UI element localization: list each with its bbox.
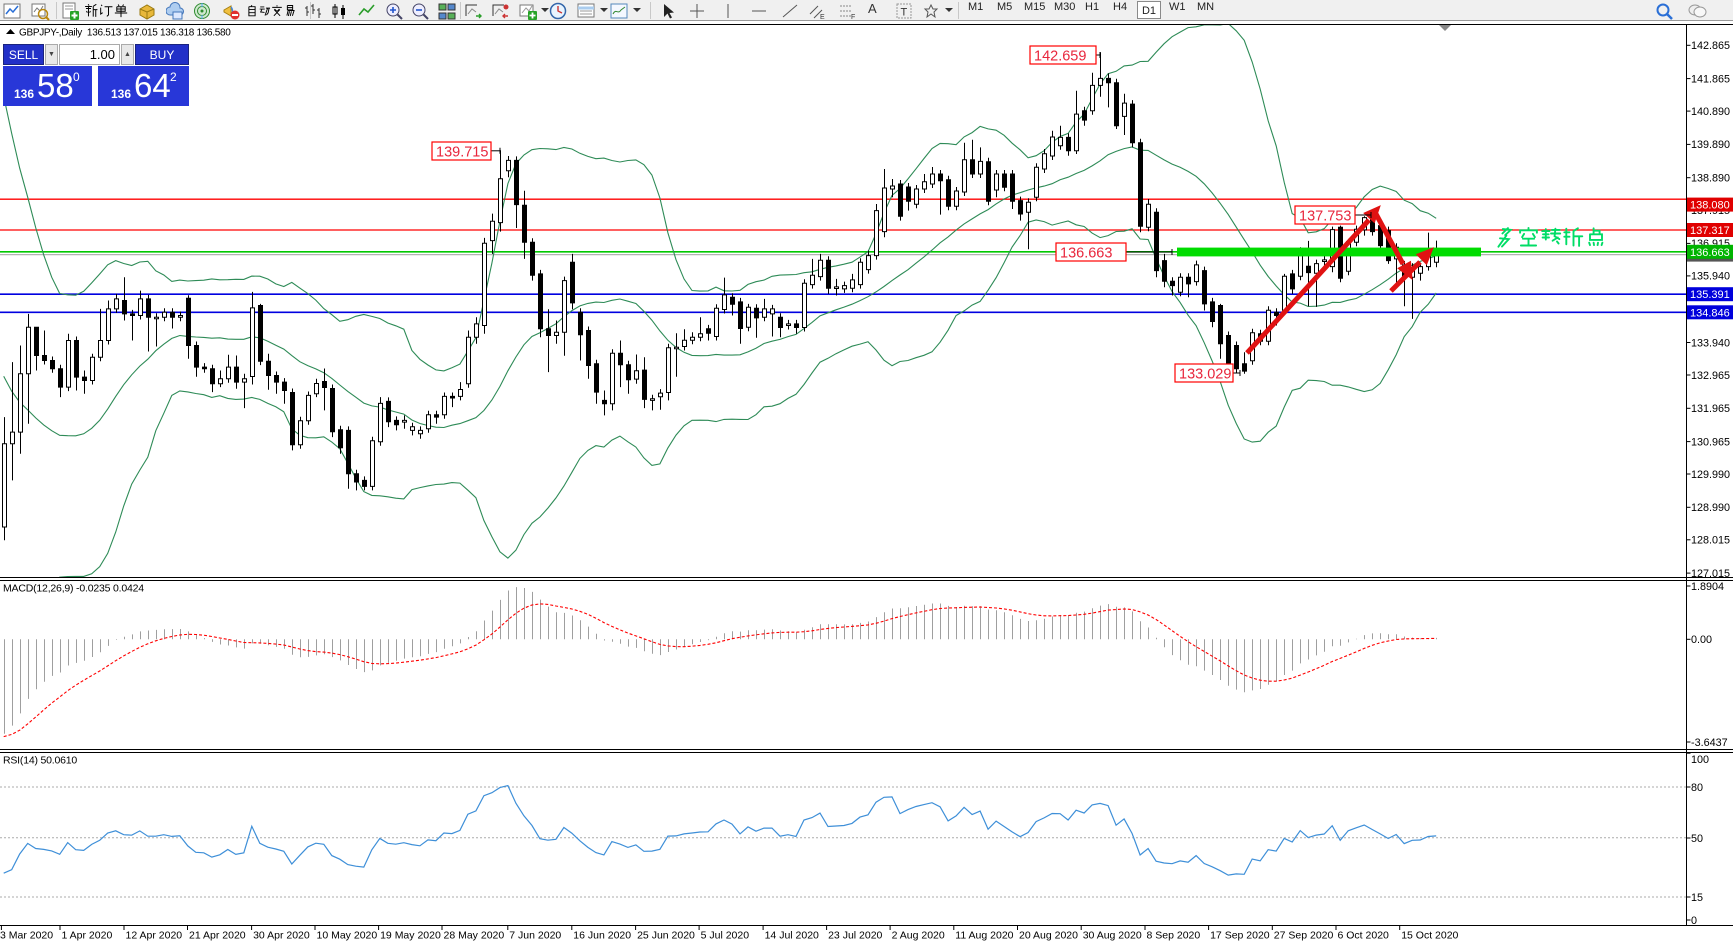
svg-text:133.029: 133.029	[1179, 367, 1231, 383]
svg-text:130.965: 130.965	[1691, 436, 1730, 448]
svg-text:142.865: 142.865	[1691, 40, 1730, 52]
svg-text:RSI(14) 50.0610: RSI(14) 50.0610	[3, 755, 77, 767]
svg-text:6 Oct 2020: 6 Oct 2020	[1338, 930, 1390, 942]
svg-text:-3.6437: -3.6437	[1691, 737, 1728, 749]
svg-text:T: T	[901, 7, 908, 19]
svg-text:1 Apr 2020: 1 Apr 2020	[62, 930, 113, 942]
svg-text:23 Jul 2020: 23 Jul 2020	[828, 930, 882, 942]
svg-text:12 Apr 2020: 12 Apr 2020	[126, 930, 183, 942]
svg-text:10 May 2020: 10 May 2020	[317, 930, 378, 942]
svg-text:128.990: 128.990	[1691, 502, 1730, 514]
svg-text:0: 0	[1691, 915, 1697, 927]
svg-text:136.663: 136.663	[1690, 247, 1730, 259]
svg-text:135.940: 135.940	[1691, 271, 1730, 283]
svg-text:138.080: 138.080	[1690, 200, 1730, 212]
svg-text:137.753: 137.753	[1299, 209, 1351, 225]
svg-text:11 Aug 2020: 11 Aug 2020	[955, 930, 1013, 942]
svg-text:8 Sep 2020: 8 Sep 2020	[1147, 930, 1201, 942]
svg-text:7 Jun 2020: 7 Jun 2020	[509, 930, 561, 942]
svg-text:137.317: 137.317	[1690, 225, 1730, 237]
svg-text:128.015: 128.015	[1691, 535, 1730, 547]
svg-text:80: 80	[1691, 782, 1703, 794]
svg-text:131.965: 131.965	[1691, 403, 1730, 415]
svg-text:21 Apr 2020: 21 Apr 2020	[189, 930, 246, 942]
svg-text:5 Jul 2020: 5 Jul 2020	[701, 930, 750, 942]
svg-text:30 Aug 2020: 30 Aug 2020	[1083, 930, 1142, 942]
svg-text:20 Aug 2020: 20 Aug 2020	[1019, 930, 1078, 942]
svg-text:25 Jun 2020: 25 Jun 2020	[637, 930, 695, 942]
svg-text:133.940: 133.940	[1691, 337, 1730, 349]
svg-text:0.00: 0.00	[1691, 634, 1712, 646]
svg-text:3 Mar 2020: 3 Mar 2020	[0, 930, 53, 942]
svg-text:28 May 2020: 28 May 2020	[444, 930, 505, 942]
svg-text:140.890: 140.890	[1691, 106, 1730, 118]
svg-text:14 Jul 2020: 14 Jul 2020	[765, 930, 819, 942]
svg-text:F: F	[851, 14, 855, 21]
svg-text:2 Aug 2020: 2 Aug 2020	[892, 930, 945, 942]
svg-text:1.8904: 1.8904	[1691, 581, 1724, 593]
svg-text:30 Apr 2020: 30 Apr 2020	[253, 930, 310, 942]
svg-text:15: 15	[1691, 892, 1703, 904]
svg-text:15 Oct 2020: 15 Oct 2020	[1401, 930, 1458, 942]
svg-text:16 Jun 2020: 16 Jun 2020	[573, 930, 631, 942]
svg-text:134.846: 134.846	[1690, 307, 1730, 319]
svg-text:17 Sep 2020: 17 Sep 2020	[1210, 930, 1270, 942]
svg-text:GBPJPY-,Daily 136.513 137.015: GBPJPY-,Daily 136.513 137.015 136.318 13…	[19, 28, 231, 39]
svg-text:50: 50	[1691, 833, 1703, 845]
svg-text:138.890: 138.890	[1691, 173, 1730, 185]
svg-text:135.391: 135.391	[1690, 289, 1730, 301]
svg-text:141.865: 141.865	[1691, 73, 1730, 85]
svg-text:132.965: 132.965	[1691, 370, 1730, 382]
svg-text:E: E	[820, 14, 825, 21]
svg-text:139.890: 139.890	[1691, 139, 1730, 151]
svg-text:19 May 2020: 19 May 2020	[380, 930, 441, 942]
svg-text:136.663: 136.663	[1060, 246, 1112, 262]
svg-text:142.659: 142.659	[1034, 49, 1086, 65]
svg-text:27 Sep 2020: 27 Sep 2020	[1274, 930, 1334, 942]
svg-text:129.990: 129.990	[1691, 469, 1730, 481]
svg-text:127.015: 127.015	[1691, 568, 1730, 580]
svg-text:MACD(12,26,9) -0.0235 0.0424: MACD(12,26,9) -0.0235 0.0424	[3, 583, 144, 595]
svg-text:139.715: 139.715	[436, 145, 488, 161]
svg-text:100: 100	[1691, 754, 1709, 766]
